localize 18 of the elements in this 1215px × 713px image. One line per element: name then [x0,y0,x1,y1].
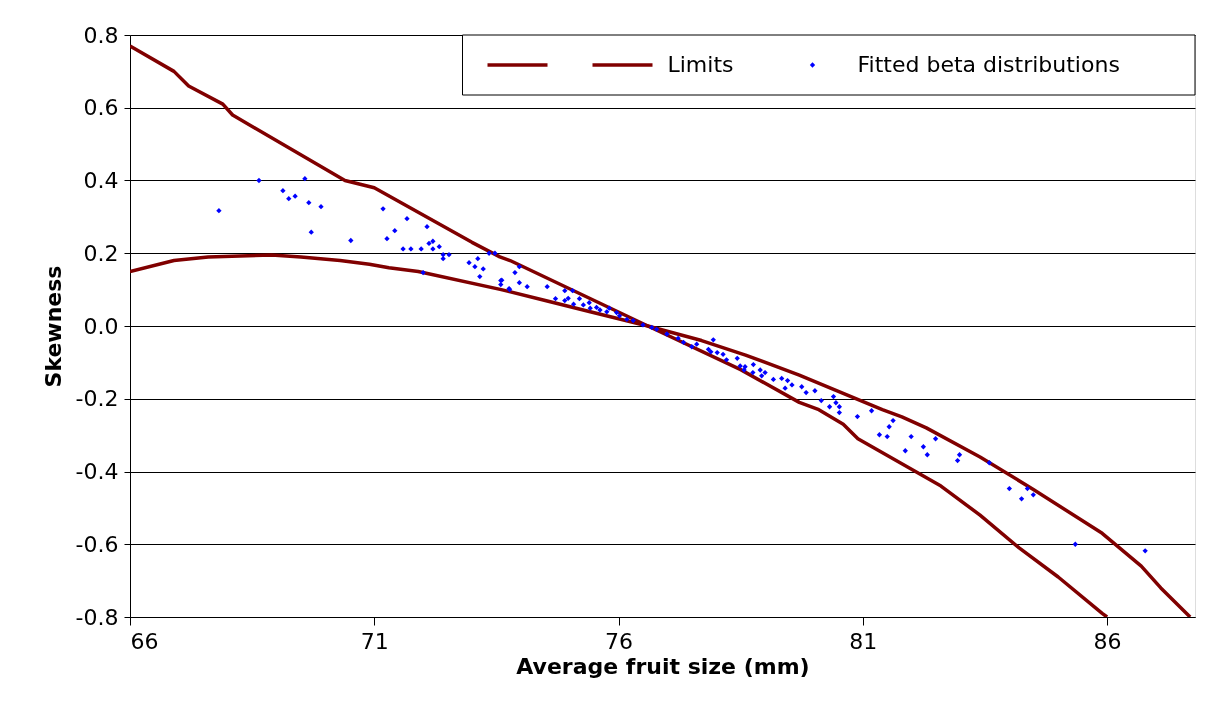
y-tick-label: -0.4 [75,459,119,484]
x-tick-label: 71 [360,628,389,654]
y-axis-title: Skewness [40,265,66,388]
x-tick-label: 76 [605,628,634,654]
legend-label: Fitted beta distributions [857,52,1120,77]
y-tick-label: 0.8 [83,22,119,48]
y-tick-label: 0.4 [83,168,119,193]
x-tick-label: 81 [849,628,878,654]
y-tick-label: 0.0 [83,313,119,339]
legend-label: Limits [667,52,734,77]
x-tick-label: 66 [130,628,159,654]
y-tick-label: 0.2 [83,240,119,266]
y-tick-label: -0.8 [75,604,119,630]
x-axis-title: Average fruit size (mm) [516,653,810,679]
y-tick-label: 0.6 [83,95,119,121]
y-tick-label: -0.6 [75,531,119,557]
x-tick-label: 86 [1093,628,1122,654]
y-tick-label: -0.2 [75,386,119,412]
